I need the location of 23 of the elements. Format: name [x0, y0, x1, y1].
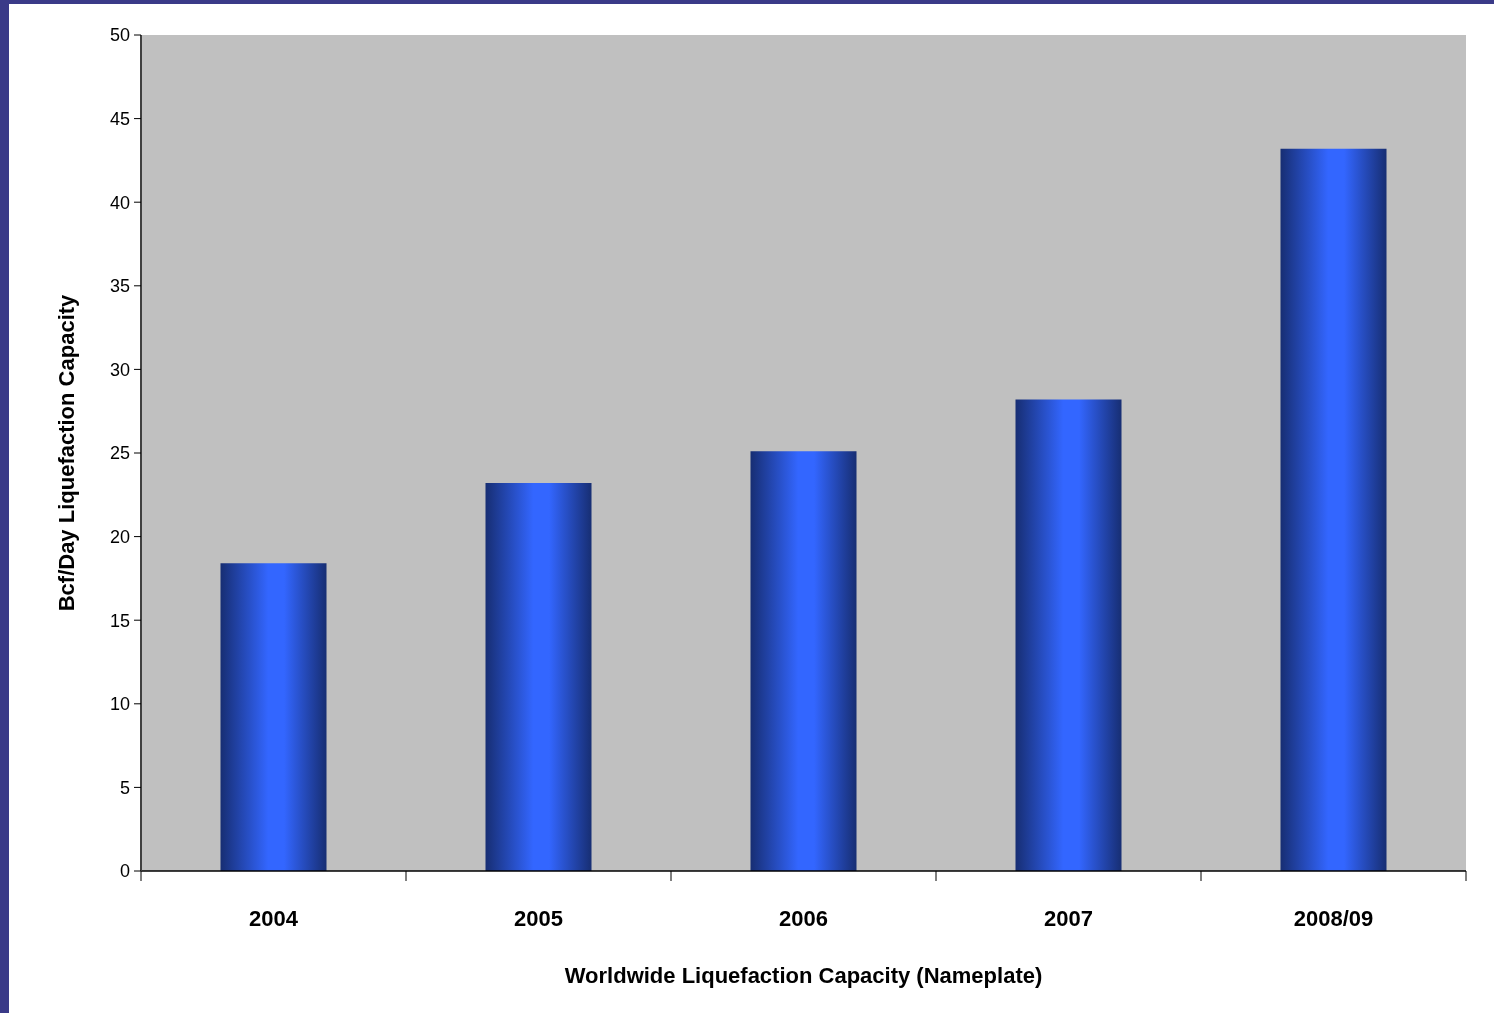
y-tick-label: 40	[109, 192, 130, 213]
y-tick-label: 50	[109, 25, 130, 46]
y-tick-label: 5	[119, 777, 130, 798]
bar	[1280, 148, 1387, 871]
x-tick-label: 2006	[779, 906, 828, 931]
y-tick-label: 15	[109, 610, 130, 631]
y-tick-label: 0	[119, 861, 130, 882]
bar	[1015, 399, 1122, 871]
y-axis-title: Bcf/Day Liquefaction Capacity	[53, 293, 79, 612]
y-tick-label: 30	[109, 359, 130, 380]
bar	[750, 451, 857, 871]
y-tick-label: 20	[109, 526, 130, 547]
y-tick-label: 45	[109, 108, 130, 129]
x-axis-title: Worldwide Liquefaction Capacity (Nameplate)	[564, 963, 1043, 988]
x-tick-label: 2007	[1044, 906, 1093, 931]
x-tick-label: 2008/09	[1293, 906, 1374, 931]
y-tick-label: 10	[109, 694, 130, 715]
x-tick-label: 2005	[514, 906, 563, 931]
y-tick-label: 25	[109, 443, 130, 464]
bar	[485, 483, 592, 871]
y-tick-label: 35	[109, 276, 130, 297]
bar	[220, 563, 327, 871]
x-tick-label: 2004	[249, 906, 299, 931]
